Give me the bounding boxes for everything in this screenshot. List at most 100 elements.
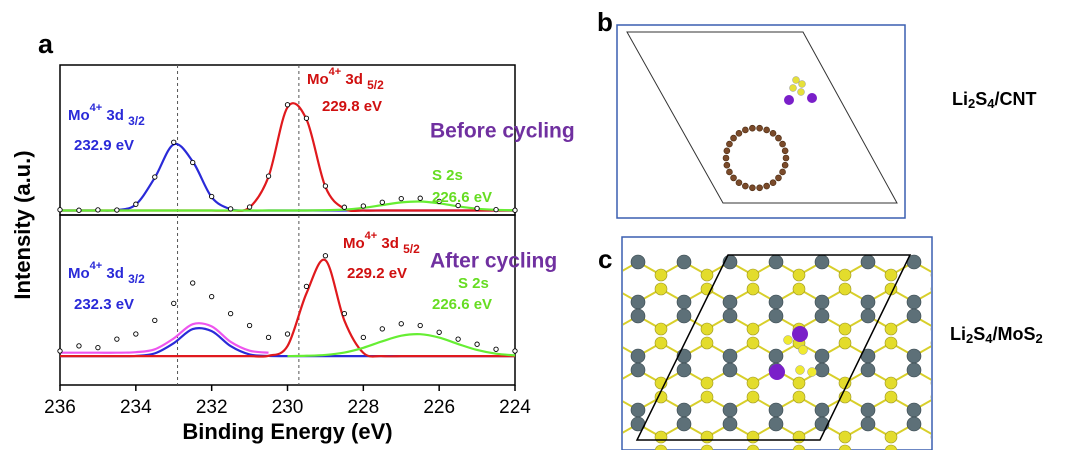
sulfur-atom xyxy=(977,377,989,389)
sulfur-atom xyxy=(931,431,943,443)
sulfur-atom xyxy=(1023,431,1035,443)
x-tick-label: 224 xyxy=(499,397,531,418)
peak-label: 226.6 eV xyxy=(432,296,492,313)
sulfur-atom xyxy=(793,77,800,84)
peak-label-part: 4+ xyxy=(90,260,103,272)
lithium-atom xyxy=(784,95,794,105)
data-point xyxy=(172,301,176,305)
sulfur-atom xyxy=(655,283,667,295)
data-point xyxy=(399,196,403,200)
sulfur-atom xyxy=(609,431,621,443)
mo-atom xyxy=(723,295,737,309)
mo-atom xyxy=(999,417,1013,431)
mo-atom xyxy=(953,255,967,269)
data-point xyxy=(323,184,327,188)
bond xyxy=(1029,370,1052,383)
bond xyxy=(1052,343,1070,356)
data-point xyxy=(153,318,157,322)
carbon-atom xyxy=(757,185,763,191)
sulfur-atom xyxy=(747,445,759,450)
x-tick-label: 226 xyxy=(423,397,455,418)
sulfur-atom xyxy=(747,269,759,281)
sulfur-atom xyxy=(790,85,797,92)
bond xyxy=(937,424,960,437)
sulfur-atom xyxy=(793,431,805,443)
peak-label: Mo4+ 3d 5/2 xyxy=(343,230,420,256)
bond xyxy=(1006,397,1029,410)
sulfur-atom xyxy=(563,445,575,450)
sulfur-atom xyxy=(885,323,897,335)
bond xyxy=(569,343,592,356)
sulfur-atom xyxy=(977,431,989,443)
peak-label-part: 3d xyxy=(341,71,367,88)
sulfur-atom xyxy=(563,391,575,403)
mo-atom xyxy=(861,363,875,377)
data-point xyxy=(77,208,81,212)
peak-label-part: 4+ xyxy=(90,102,103,114)
bond xyxy=(592,316,615,329)
bond xyxy=(937,370,960,383)
bond xyxy=(983,424,1006,437)
data-point xyxy=(399,322,403,326)
mo-atom xyxy=(677,403,691,417)
mo-atom xyxy=(907,349,921,363)
data-point xyxy=(380,327,384,331)
peak-label-part: 5/2 xyxy=(367,78,384,92)
mo-atom xyxy=(861,309,875,323)
mo-atom xyxy=(999,349,1013,363)
bond xyxy=(960,397,983,410)
bond xyxy=(1029,424,1052,437)
sulfur-atom xyxy=(747,283,759,295)
carbon-atom xyxy=(726,169,732,175)
carbon-atom xyxy=(749,125,755,131)
mo-atom xyxy=(677,417,691,431)
data-point xyxy=(342,311,346,315)
bond xyxy=(1052,316,1070,329)
data-point xyxy=(96,208,100,212)
sulfur-atom xyxy=(701,377,713,389)
sulfur-atom xyxy=(1023,269,1035,281)
data-point xyxy=(437,330,441,334)
sulfur-atom xyxy=(655,337,667,349)
bond xyxy=(569,397,592,410)
bond xyxy=(937,397,960,410)
bond xyxy=(1029,289,1052,302)
mo-atom xyxy=(999,309,1013,323)
caption-part: 2 xyxy=(1035,331,1042,346)
mo-atom xyxy=(999,363,1013,377)
sulfur-atom xyxy=(885,337,897,349)
peak-label-part: Mo xyxy=(343,235,365,252)
sulfur-atom xyxy=(796,366,805,375)
mo-atom xyxy=(861,403,875,417)
peak-label: 229.8 eV xyxy=(322,98,382,115)
peak-label-part: Mo xyxy=(68,265,90,282)
sulfur-atom xyxy=(609,377,621,389)
data-point xyxy=(228,207,232,211)
peak-label: S 2s xyxy=(432,167,463,184)
bond xyxy=(983,289,1006,302)
sulfur-atom xyxy=(931,323,943,335)
mo-atom xyxy=(953,363,967,377)
structure-caption: Li2S4/CNT xyxy=(952,89,1036,112)
sulfur-atom xyxy=(784,336,793,345)
carbon-atom xyxy=(775,175,781,181)
data-point xyxy=(134,332,138,336)
sulfur-atom xyxy=(655,269,667,281)
bond xyxy=(1029,397,1052,410)
carbon-atom xyxy=(783,155,789,161)
mo-atom xyxy=(585,349,599,363)
mo-atom xyxy=(631,403,645,417)
mo-atom xyxy=(907,417,921,431)
sulfur-atom xyxy=(655,323,667,335)
panel-title: After cycling xyxy=(430,250,557,273)
data-point xyxy=(494,207,498,211)
mo-atom xyxy=(723,363,737,377)
mo-atom xyxy=(585,363,599,377)
mo-atom xyxy=(815,403,829,417)
mo-atom xyxy=(1045,363,1059,377)
sulfur-atom xyxy=(701,337,713,349)
sulfur-atom xyxy=(885,431,897,443)
data-point xyxy=(247,205,251,209)
figure: Mo4+ 3d 3/2232.9 eVMo4+ 3d 5/2229.8 eVS … xyxy=(0,0,1070,450)
mo-atom xyxy=(769,349,783,363)
